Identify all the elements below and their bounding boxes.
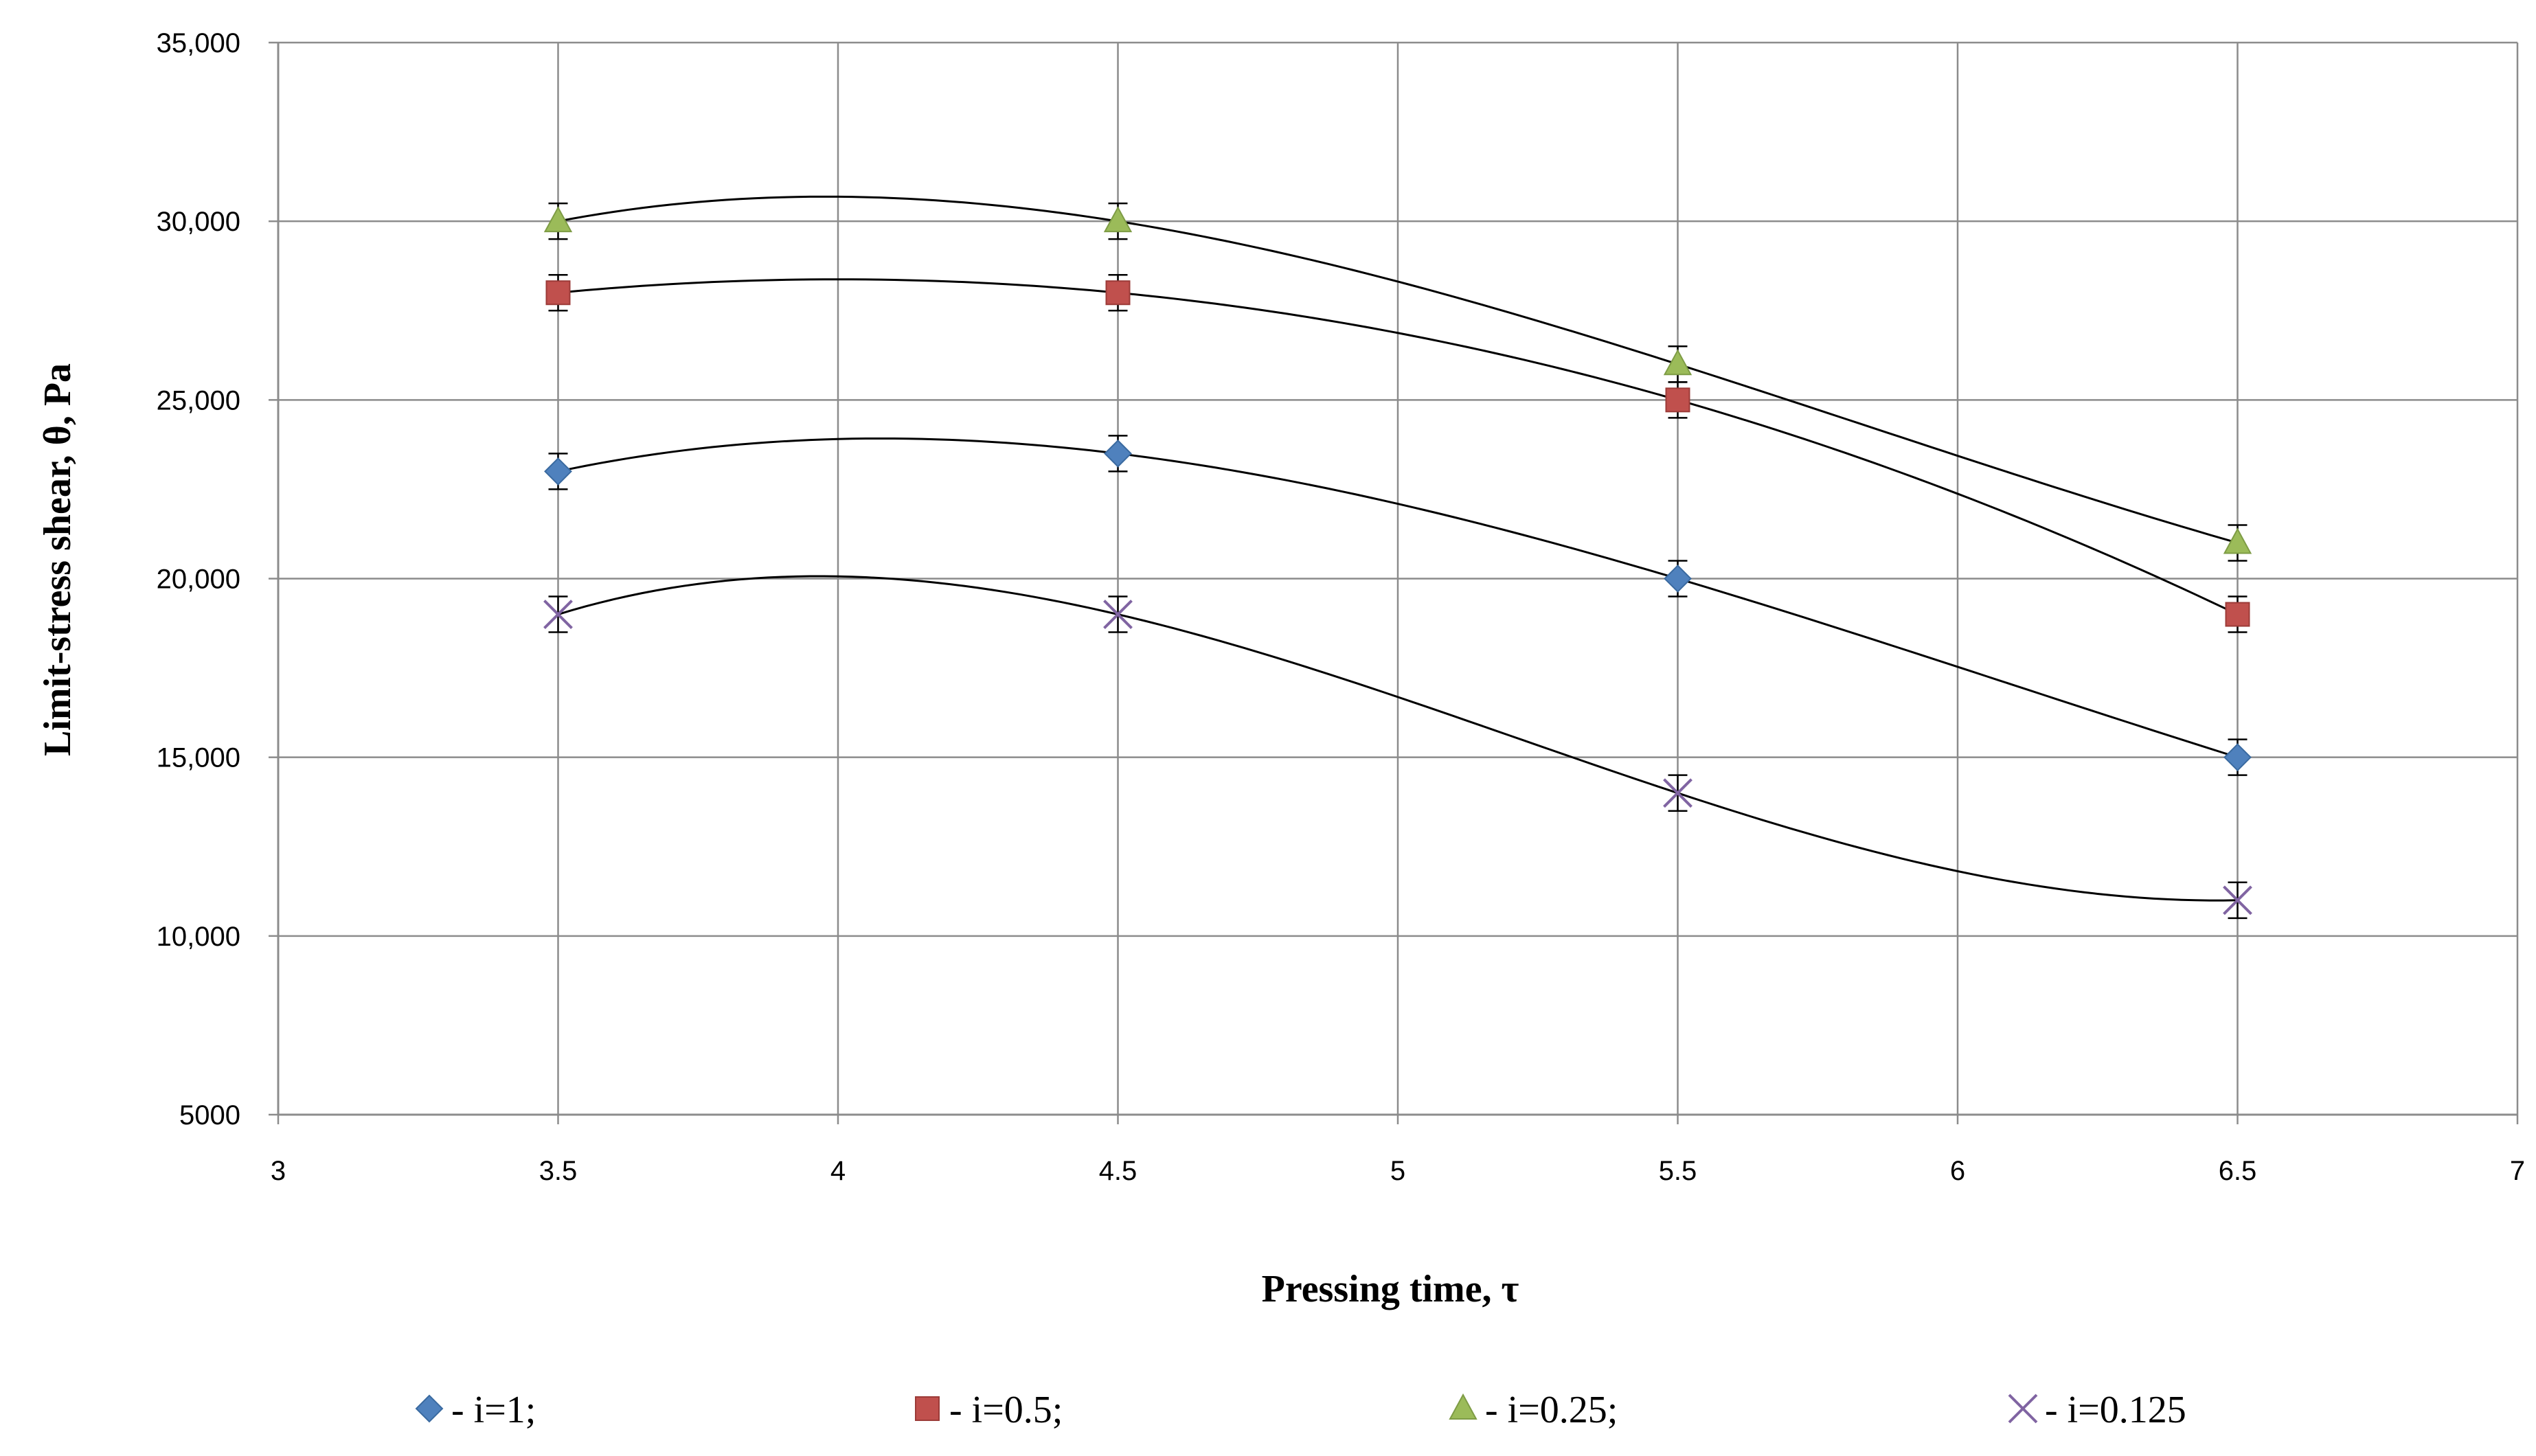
- y-tick-label: 30,000: [157, 207, 240, 237]
- data-point-series-1: [1104, 439, 1132, 468]
- x-tick-label: 7: [2510, 1156, 2525, 1186]
- data-markers: [543, 206, 2252, 915]
- x-tick-label: 4.5: [1099, 1156, 1137, 1186]
- x-tick-label: 4: [830, 1156, 846, 1186]
- data-point-series-2: [545, 280, 571, 306]
- legend-label: - i=0.5;: [949, 1389, 1063, 1431]
- axes: [269, 41, 2519, 1124]
- legend-marker: [415, 1394, 444, 1423]
- x-tick-label: 5: [1390, 1156, 1405, 1186]
- x-tick-label: 3: [271, 1156, 286, 1186]
- legend-label: - i=0.25;: [1485, 1389, 1618, 1431]
- y-tick-label: 20,000: [157, 565, 240, 595]
- cross-stroke: [1663, 778, 1692, 808]
- y-tick-label: 10,000: [157, 922, 240, 952]
- x-axis-title: Pressing time, τ: [1262, 1268, 1519, 1310]
- data-point-series-4: [543, 600, 573, 629]
- data-point-series-3: [2223, 527, 2252, 554]
- tick-labels: 5000 10,000 15,000 20,000 25,000 30,000 35,000…: [157, 28, 2525, 1186]
- trendline-series-4: [558, 575, 2238, 902]
- data-point-series-3: [1663, 349, 1692, 376]
- x-tick-label: 5.5: [1659, 1156, 1697, 1186]
- cross-stroke: [1103, 600, 1133, 629]
- cross-stroke: [543, 600, 573, 629]
- data-point-series-3: [543, 206, 573, 233]
- data-point-series-2: [2225, 602, 2250, 627]
- data-point-series-4: [1663, 778, 1692, 808]
- y-tick-label: 15,000: [157, 743, 240, 773]
- legend-marker: [915, 1396, 940, 1421]
- trendline-series-1: [558, 437, 2238, 759]
- legend-item: - i=0.125: [2008, 1389, 2186, 1431]
- trendline-series-3: [558, 195, 2238, 544]
- data-point-series-1: [2223, 743, 2252, 772]
- legend-item: - i=1;: [415, 1389, 536, 1431]
- data-point-series-1: [1664, 565, 1692, 593]
- legend-item: - i=0.25;: [1449, 1389, 1618, 1431]
- y-axis-title: Limit-stress shear, θ, Pa: [36, 363, 79, 756]
- cross-stroke: [2223, 885, 2252, 915]
- trendline-series-2: [558, 278, 2239, 615]
- data-point-series-2: [1665, 387, 1690, 413]
- legend-item: - i=0.5;: [915, 1389, 1063, 1431]
- legend-label: - i=1;: [451, 1389, 536, 1431]
- x-tick-label: 3.5: [539, 1156, 578, 1186]
- legend: - i=1; - i=0.5; - i=0.25; - i=0.125: [415, 1389, 2186, 1431]
- data-point-series-1: [544, 457, 572, 486]
- cross-stroke: [2008, 1394, 2038, 1424]
- data-point-series-4: [1103, 600, 1133, 629]
- x-tick-label: 6: [1950, 1156, 1965, 1186]
- data-point-series-3: [1103, 206, 1133, 233]
- y-tick-label: 5000: [179, 1100, 240, 1130]
- legend-marker: [2008, 1394, 2038, 1424]
- legend-marker: [1449, 1393, 1478, 1420]
- legend-label: - i=0.125: [2045, 1389, 2186, 1431]
- y-tick-label: 25,000: [157, 385, 240, 416]
- y-tick-label: 35,000: [157, 28, 240, 58]
- data-point-series-4: [2223, 885, 2252, 915]
- data-point-series-2: [1105, 280, 1131, 306]
- x-tick-label: 6.5: [2219, 1156, 2257, 1186]
- trendlines: [558, 195, 2239, 902]
